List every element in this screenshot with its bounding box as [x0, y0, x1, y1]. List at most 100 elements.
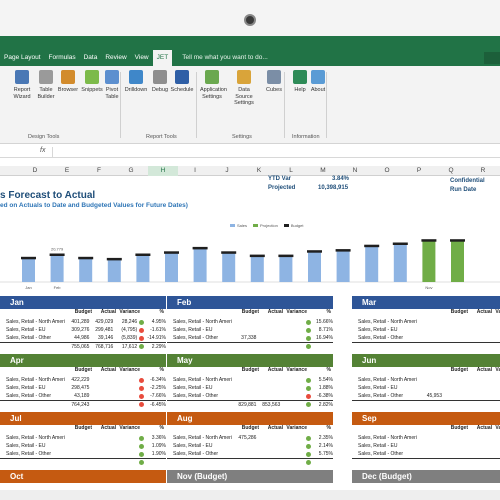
run-date-label: Run Date: [450, 187, 477, 193]
panel-header: Jul: [0, 412, 166, 425]
sales-bar: [336, 251, 350, 282]
percent-cell: 5.75%: [318, 451, 333, 457]
budget-marker: [78, 256, 94, 260]
column-header-l[interactable]: L: [289, 167, 293, 174]
settings-icon: [205, 70, 219, 84]
panel-header: May: [167, 354, 333, 367]
percent-cell: -6.45%: [150, 401, 166, 408]
help-icon: [293, 70, 307, 84]
data-source-button[interactable]: Data Source Settings: [232, 70, 256, 107]
column-header-f[interactable]: F: [97, 167, 101, 174]
percent-cell: 2.14%: [318, 443, 333, 449]
browser-icon: [61, 70, 75, 84]
status-up-icon: [306, 319, 312, 325]
table-builder-button[interactable]: Table Builder: [34, 70, 58, 100]
status-up-icon: [139, 319, 145, 325]
row-label: Sales, Retail - EU: [6, 327, 46, 333]
column-header-n[interactable]: N: [352, 167, 358, 174]
column-label: %: [326, 425, 331, 431]
x-tick-label: Feb: [54, 285, 62, 290]
ribbon-group-label: Information: [292, 134, 320, 140]
variance-cell: (5,839): [121, 335, 138, 341]
column-header-i[interactable]: I: [194, 167, 196, 174]
browser-button[interactable]: Browser: [56, 70, 80, 94]
worksheet[interactable]: s Forecast to Actual ed on Actuals to Da…: [0, 176, 500, 490]
status-down-icon: [139, 327, 145, 333]
sales-bar: [365, 245, 379, 282]
report-wizard-button[interactable]: Report Wizard: [10, 70, 34, 100]
column-header-m[interactable]: M: [320, 167, 326, 174]
settings-button[interactable]: Application Settings: [200, 70, 227, 100]
column-header-g[interactable]: G: [128, 167, 134, 174]
budget-marker: [21, 256, 36, 260]
tab-jet[interactable]: JET: [152, 50, 173, 66]
budget-cell: 764,243: [71, 401, 90, 408]
status-up-icon: [306, 385, 312, 391]
row-label: Sales, Retail - North Ameri: [6, 319, 65, 325]
cubes-button[interactable]: Cubes: [262, 70, 286, 94]
ribbon-separator: [284, 72, 285, 138]
column-header-d[interactable]: D: [32, 167, 38, 174]
variance-cell: (4,795): [121, 327, 138, 333]
status-down-icon: [139, 377, 145, 383]
percent-cell: 15.66%: [316, 319, 333, 325]
row-label: Sales, Retail - Other: [6, 393, 52, 399]
tab-review[interactable]: Review: [105, 54, 127, 61]
status-up-icon: [306, 327, 312, 333]
pivot-table-button[interactable]: Pivot Table: [100, 70, 124, 100]
excel-window: Page Layout Formulas Data Review View JE…: [0, 36, 500, 490]
tab-page-layout[interactable]: Page Layout: [4, 54, 41, 61]
table-row: Sales, Retail - Other 43,189 -7.66%: [0, 392, 166, 400]
column-header-h[interactable]: H: [148, 166, 178, 176]
legend-sales: Sales: [230, 223, 247, 228]
table-row: Sales, Retail - North Ameri 401,289 429,02…: [0, 318, 166, 326]
column-label: Actual: [476, 425, 492, 431]
column-header-q[interactable]: Q: [448, 167, 454, 174]
percent-cell: -7.66%: [150, 393, 166, 399]
tab-view[interactable]: View: [134, 54, 149, 61]
percent-cell: 4.95%: [151, 319, 166, 325]
table-row: Sales, Retail - Other -6.38%: [167, 392, 333, 400]
ribbon-group-label: Design Tools: [28, 134, 60, 140]
month-panel-feb: Feb Budget Actual Variance% Sales, Retail - …: [167, 296, 333, 354]
row-label: Sales, Retail - Other: [358, 335, 404, 341]
drilldown-button[interactable]: Drilldown: [124, 70, 148, 94]
ribbon-button-label: Schedule: [170, 87, 194, 93]
budget-cell: 309,276: [71, 327, 90, 333]
help-button[interactable]: Help: [288, 70, 312, 94]
column-header-k[interactable]: K: [256, 167, 262, 174]
tell-me-search[interactable]: Tell me what you want to do...: [182, 54, 268, 61]
percent-cell: 5.54%: [318, 377, 333, 383]
projection-bar: [422, 240, 436, 282]
table-row: Sales, Retail - Other 44,986 39,146 (5,839)…: [0, 334, 166, 342]
share-button[interactable]: [484, 52, 500, 64]
variance-cell: 28,246: [121, 319, 138, 325]
tab-formulas[interactable]: Formulas: [48, 54, 76, 61]
row-label: Sales, Retail - Other: [173, 451, 219, 457]
formula-input[interactable]: [52, 147, 500, 157]
data-source-icon: [237, 70, 251, 84]
column-header-e[interactable]: E: [64, 167, 70, 174]
column-label: Variance: [286, 309, 307, 315]
column-header-j[interactable]: J: [225, 167, 229, 174]
projected-label: Projected: [268, 185, 296, 191]
title-bar: [0, 36, 500, 50]
status-up-icon: [139, 451, 145, 457]
schedule-button[interactable]: Schedule: [170, 70, 194, 94]
about-button[interactable]: About: [306, 70, 330, 94]
budget-cell: 298,475: [71, 385, 90, 391]
budget-cell: 37,338: [241, 335, 257, 341]
table-row: Sales, Retail - EU: [352, 384, 500, 392]
column-header-o[interactable]: O: [384, 167, 390, 174]
row-label: Sales, Retail - North Ameri: [173, 319, 232, 325]
sales-bar: [222, 252, 236, 282]
column-header-p[interactable]: P: [416, 167, 422, 174]
panel-header: Jan: [0, 296, 166, 309]
tab-data[interactable]: Data: [83, 54, 98, 61]
row-label: Sales, Retail - North Ameri: [173, 435, 232, 441]
row-label: Sales, Retail - Other: [358, 451, 404, 457]
snippets-button[interactable]: Snippets: [80, 70, 104, 94]
column-header-r[interactable]: R: [480, 167, 486, 174]
debug-button[interactable]: Debug: [148, 70, 172, 94]
